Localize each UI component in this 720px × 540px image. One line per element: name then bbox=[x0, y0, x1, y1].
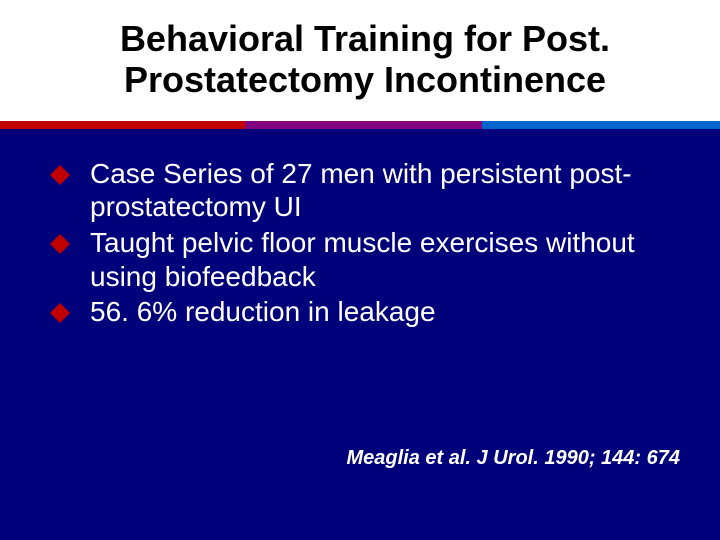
slide-title: Behavioral Training for Post. Prostatect… bbox=[40, 18, 690, 101]
bullet-text: 56. 6% reduction in leakage bbox=[90, 295, 436, 329]
slide: Behavioral Training for Post. Prostatect… bbox=[0, 0, 720, 540]
content-area: Case Series of 27 men with persistent po… bbox=[0, 129, 720, 540]
title-area: Behavioral Training for Post. Prostatect… bbox=[0, 0, 720, 121]
list-item: Taught pelvic floor muscle exercises wit… bbox=[50, 226, 670, 293]
divider-segment-purple bbox=[245, 121, 483, 129]
bullet-text: Case Series of 27 men with persistent po… bbox=[90, 157, 670, 224]
diamond-icon bbox=[50, 234, 70, 254]
bullet-list: Case Series of 27 men with persistent po… bbox=[50, 157, 670, 329]
divider-segment-red bbox=[0, 121, 245, 129]
list-item: Case Series of 27 men with persistent po… bbox=[50, 157, 670, 224]
divider-segment-blue bbox=[482, 121, 720, 129]
citation-text: Meaglia et al. J Urol. 1990; 144: 674 bbox=[346, 447, 680, 470]
divider-bar bbox=[0, 121, 720, 129]
bullet-text: Taught pelvic floor muscle exercises wit… bbox=[90, 226, 670, 293]
diamond-icon bbox=[50, 165, 70, 185]
list-item: 56. 6% reduction in leakage bbox=[50, 295, 670, 329]
diamond-icon bbox=[50, 303, 70, 323]
